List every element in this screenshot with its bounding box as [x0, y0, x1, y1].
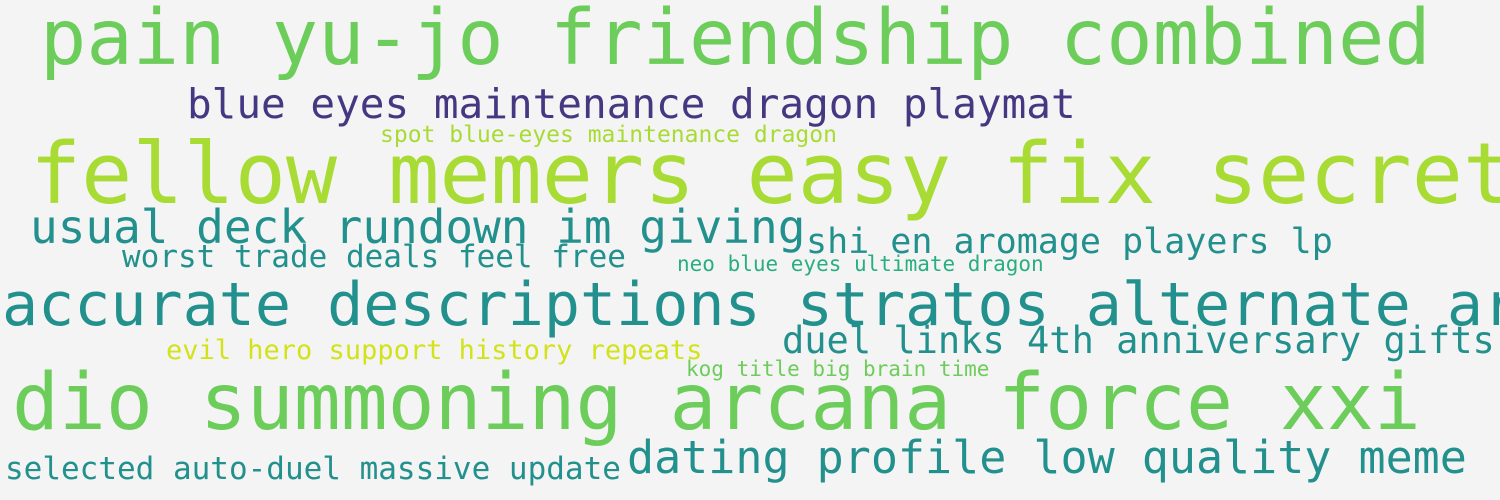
word-neo-blue-eyes-ultimate-dragon: neo blue eyes ultimate dragon [677, 252, 1044, 276]
word-accurate-descriptions-stratos-alternate-art: accurate descriptions stratos alternate … [2, 270, 1500, 340]
word-shi-en-aromage-players-lp: shi en aromage players lp [806, 222, 1333, 262]
word-usual-deck-rundown-im-giving: usual deck rundown im giving [30, 200, 806, 254]
word-fellow-memers-easy-fix-secret: fellow memers easy fix secret [30, 125, 1500, 224]
word-spot-blue-eyes-maintenance-dragon: spot blue-eyes maintenance dragon [380, 122, 837, 148]
word-pain-yu-jo-friendship-combined: pain yu-jo friendship combined [40, 0, 1431, 83]
word-selected-auto-duel-massive-update: selected auto-duel massive update [5, 451, 621, 487]
word-dio-summoning-arcana-force-xxi: dio summoning arcana force xxi [12, 358, 1421, 448]
word-blue-eyes-maintenance-dragon-playmat: blue eyes maintenance dragon playmat [187, 80, 1076, 128]
word-evil-hero-support-history-repeats: evil hero support history repeats [166, 335, 703, 366]
word-worst-trade-deals-feel-free: worst trade deals feel free [122, 239, 626, 275]
word-duel-links-4th-anniversary-gifts: duel links 4th anniversary gifts [782, 319, 1495, 362]
word-dating-profile-low-quality-meme: dating profile low quality meme [627, 431, 1467, 484]
word-kog-title-big-brain-time: kog title big brain time [686, 357, 990, 381]
